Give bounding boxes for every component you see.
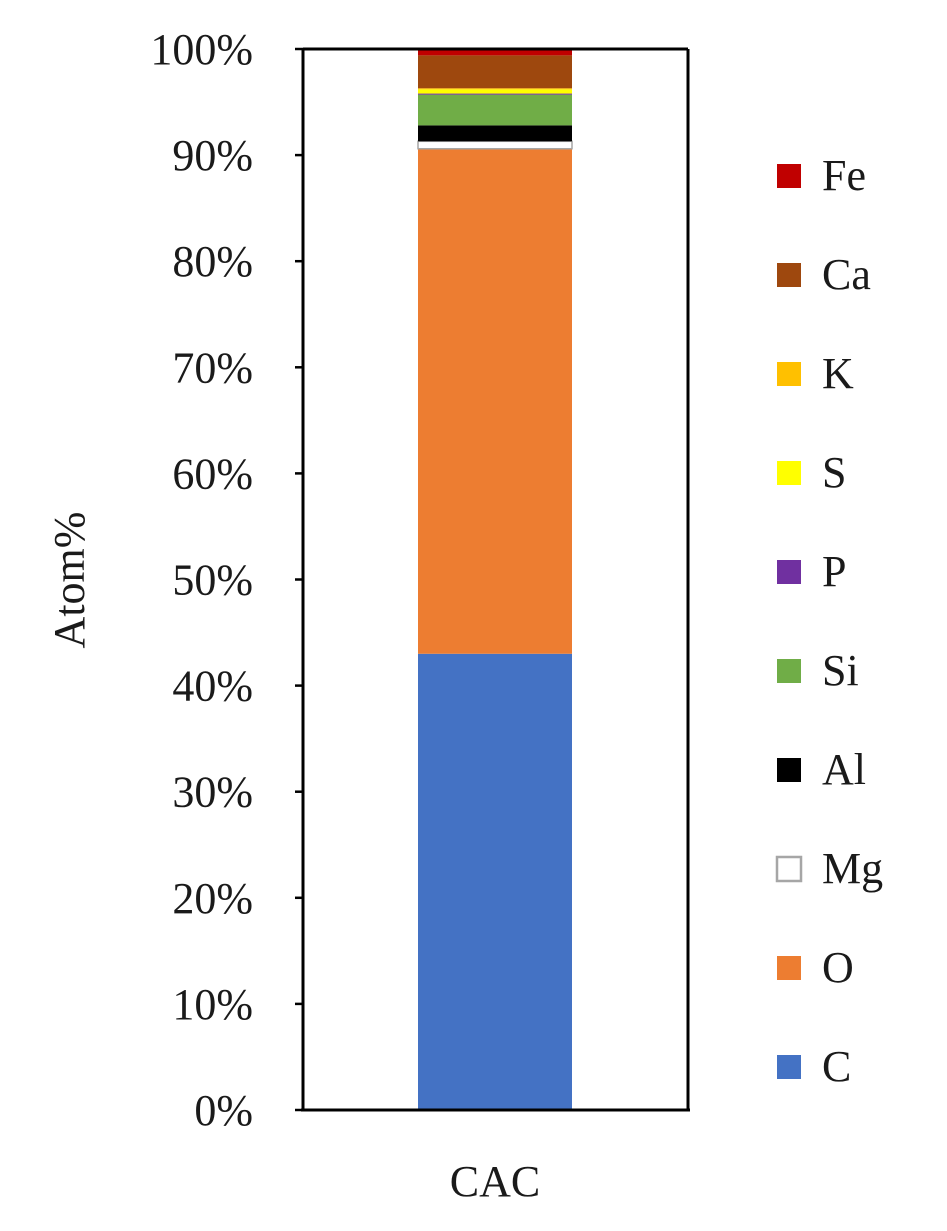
legend-item-s: S — [777, 448, 846, 497]
legend-swatch — [775, 855, 803, 883]
legend-label: Fe — [822, 151, 866, 200]
y-tick-label: 60% — [172, 449, 253, 498]
legend-item-ca: Ca — [777, 250, 871, 299]
bar-segment-o — [418, 148, 572, 654]
y-tick-label: 80% — [172, 237, 253, 286]
bar-segment-ca — [418, 55, 572, 89]
y-tick-label: 50% — [172, 556, 253, 605]
y-tick-label: 40% — [172, 662, 253, 711]
legend-item-o: O — [777, 943, 854, 992]
legend-swatch — [777, 956, 801, 980]
legend-item-p: P — [777, 547, 846, 596]
y-tick-label: 100% — [150, 25, 253, 74]
legend-item-c: C — [777, 1042, 851, 1091]
y-tick-label: 10% — [172, 980, 253, 1029]
legend-item-si: Si — [777, 646, 859, 695]
y-tick-label: 0% — [194, 1086, 253, 1135]
bar-segment-fe — [418, 49, 572, 56]
legend-item-k: K — [777, 349, 854, 398]
y-axis-title: Atom% — [45, 512, 94, 649]
legend-label: S — [822, 448, 846, 497]
legend-item-mg: Mg — [775, 844, 883, 893]
legend-label: Si — [822, 646, 859, 695]
bar-stack — [417, 49, 573, 1110]
legend-swatch — [777, 461, 801, 485]
legend-swatch — [777, 164, 801, 188]
legend-label: K — [822, 349, 854, 398]
legend-label: P — [822, 547, 846, 596]
legend-swatch — [777, 659, 801, 683]
legend-label: O — [822, 943, 854, 992]
bar-segment-c — [418, 653, 572, 1110]
legend-item-al: Al — [777, 745, 866, 794]
legend-swatch — [777, 263, 801, 287]
y-tick-label: 70% — [172, 343, 253, 392]
legend-label: Al — [822, 745, 866, 794]
legend-swatch — [777, 758, 801, 782]
x-tick-label: CAC — [450, 1157, 540, 1206]
legend-swatch — [777, 560, 801, 584]
bar-segment-k — [418, 88, 572, 90]
legend-label: Ca — [822, 250, 871, 299]
legend-label: C — [822, 1042, 851, 1091]
y-tick-label: 20% — [172, 874, 253, 923]
bar-segment-mg — [417, 140, 573, 150]
legend-item-fe: Fe — [777, 151, 866, 200]
y-tick-label: 30% — [172, 768, 253, 817]
bar-segment-si — [418, 94, 572, 126]
legend-swatch — [777, 1055, 801, 1079]
bar-segment-p — [418, 93, 572, 95]
y-tick-labels: 0% 10% 20% 30% 40% 50% 60% 70% 80% 90% 100% — [150, 25, 303, 1135]
legend-label: Mg — [822, 844, 883, 893]
legend-swatch — [777, 362, 801, 386]
bar-segment-s — [418, 89, 572, 94]
bar-segment-al — [418, 125, 572, 142]
y-tick-label: 90% — [172, 131, 253, 180]
legend: Fe Ca K S P Si Al Mg O C — [775, 151, 883, 1091]
x-tick-labels: CAC — [450, 1157, 540, 1206]
